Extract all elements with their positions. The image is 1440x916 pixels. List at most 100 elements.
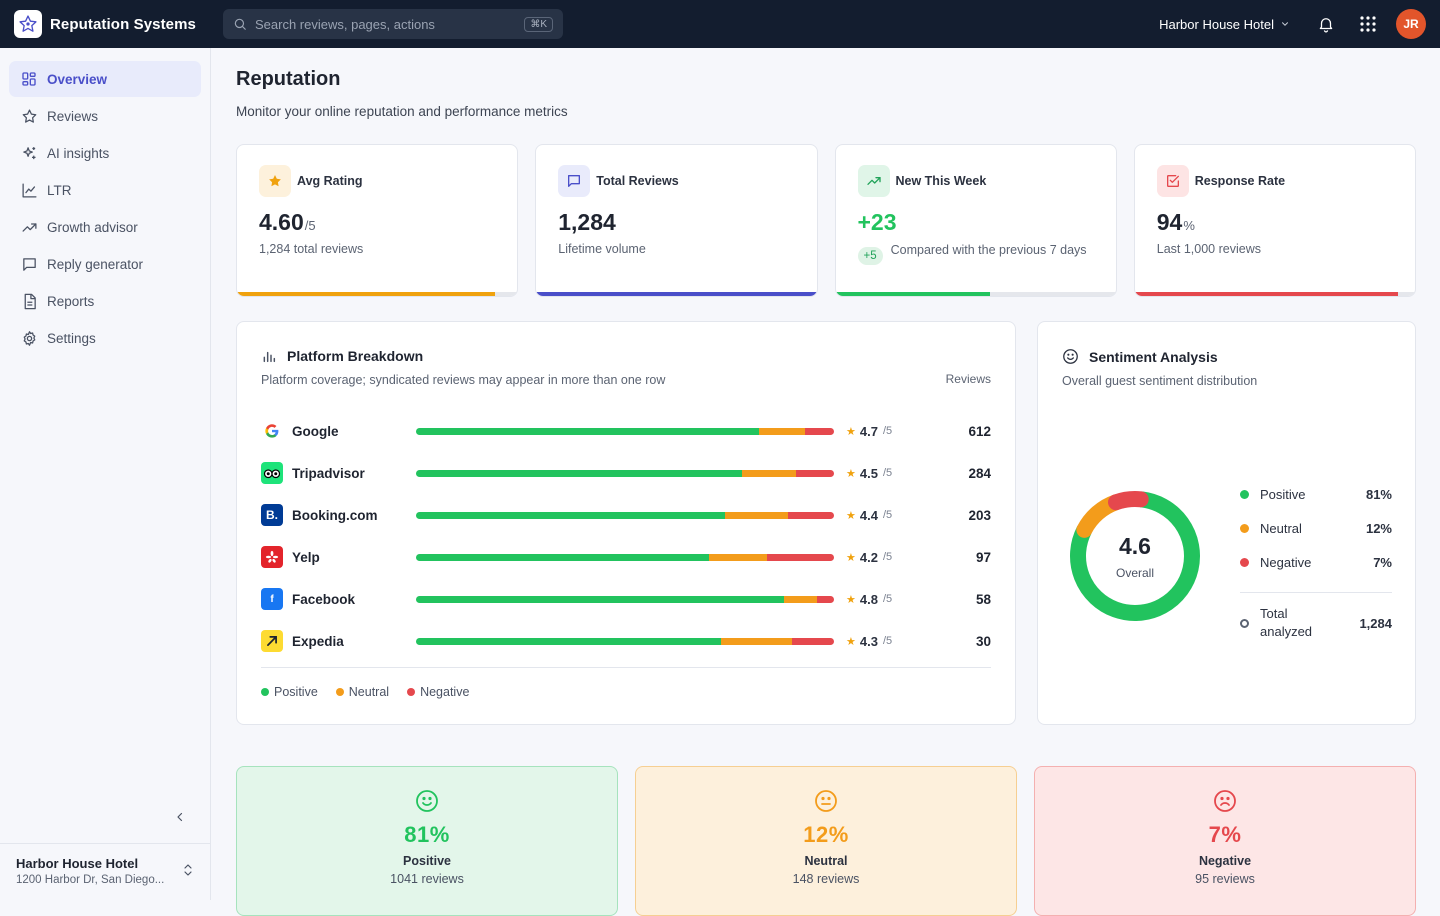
summary-count: 95 reviews [1195, 872, 1255, 886]
platform-breakdown-card: Platform Breakdown Platform coverage; sy… [236, 321, 1016, 725]
app-logo-icon [14, 10, 42, 38]
platform-row-booking[interactable]: B. Booking.com ★ 4.4/5 203 [261, 494, 991, 536]
legend-negative: Negative [407, 685, 469, 699]
platform-review-count: 97 [975, 549, 991, 565]
kpi-label: New This Week [895, 174, 987, 188]
kpi-row: Avg Rating 4.60/5 1,284 total reviews To… [236, 144, 1416, 297]
kpi-value: 1,284 [558, 209, 616, 235]
kpi-progress-bar [835, 292, 1116, 296]
summary-percent: 81% [404, 822, 450, 847]
platform-name: Booking.com [292, 507, 378, 523]
search-bar[interactable]: Search reviews, pages, actions ⌘K [223, 9, 563, 39]
donut-segment-positive [1070, 491, 1200, 621]
sidebar-item-label: LTR [47, 182, 72, 198]
sidebar-item-ltr[interactable]: LTR [9, 172, 201, 208]
brand[interactable]: Reputation Systems [0, 10, 223, 38]
kpi-subtext: Lifetime volume [558, 242, 646, 256]
sentiment-bar [416, 637, 834, 645]
summary-percent: 12% [803, 822, 849, 847]
sentiment-bar-neutral [758, 427, 805, 435]
card-description: Platform coverage; syndicated reviews ma… [261, 373, 666, 387]
summary-card-negative[interactable]: 7% Negative 95 reviews [1034, 766, 1416, 916]
kpi-subtext: Last 1,000 reviews [1156, 242, 1261, 256]
sentiment-bar-positive [416, 637, 722, 645]
apps-grid-icon[interactable] [1354, 10, 1382, 38]
delta-badge: +5 [857, 247, 883, 265]
search-shortcut: ⌘K [524, 16, 553, 32]
property-name: Harbor House Hotel [16, 856, 139, 871]
kpi-label: Avg Rating [297, 174, 363, 188]
kpi-total-reviews: Total Reviews 1,284 Lifetime volume [535, 144, 818, 297]
hotel-switcher[interactable]: Harbor House Hotel [1159, 17, 1290, 32]
sidebar-item-overview[interactable]: Overview [9, 61, 201, 97]
bar-chart-icon [261, 348, 277, 364]
sidebar-item-growth-advisor[interactable]: Growth advisor [9, 209, 201, 245]
platform-name: Expedia [292, 633, 344, 649]
sentiment-bar [416, 469, 834, 477]
sentiment-bar-positive [416, 469, 743, 477]
kpi-value: +23 [857, 209, 897, 235]
sentiment-bar-neutral [721, 637, 793, 645]
platform-row-facebook[interactable]: f Facebook ★ 4.8/5 58 [261, 578, 991, 620]
sentiment-bar-positive [416, 427, 759, 435]
notifications-bell-icon[interactable] [1312, 10, 1340, 38]
star-icon: ★ [846, 509, 856, 522]
sentiment-row-positive: Positive 81% [1240, 477, 1392, 511]
breakdown-row: Platform Breakdown Platform coverage; sy… [236, 321, 1416, 725]
sidebar-item-label: Settings [47, 330, 96, 346]
sidebar-item-reviews[interactable]: Reviews [9, 98, 201, 134]
user-avatar[interactable]: JR [1396, 9, 1426, 39]
sidebar-item-settings[interactable]: Settings [9, 320, 201, 356]
collapse-sidebar-button[interactable] [171, 808, 189, 826]
platform-row-tripadvisor[interactable]: Tripadvisor ★ 4.5/5 284 [261, 452, 991, 494]
tripadvisor-logo-icon [261, 462, 283, 484]
expedia-logo-icon [261, 630, 283, 652]
summary-count: 1041 reviews [390, 872, 464, 886]
platform-rating: ★ 4.2/5 [846, 549, 893, 565]
sidebar-item-reply-generator[interactable]: Reply generator [9, 246, 201, 282]
kpi-label: Response Rate [1194, 174, 1286, 188]
sentiment-analysis-card: Sentiment Analysis Overall guest sentime… [1037, 321, 1416, 725]
platform-row-google[interactable]: Google ★ 4.7/5 612 [261, 410, 991, 452]
sentiment-bar-neutral [725, 511, 788, 519]
summary-label: Neutral [804, 854, 848, 868]
column-header-reviews: Reviews [945, 372, 991, 386]
divider [1240, 592, 1392, 593]
property-switcher[interactable]: Harbor House Hotel 1200 Harbor Dr, San D… [0, 843, 210, 898]
card-title: Sentiment Analysis [1062, 348, 1391, 365]
platform-name: Tripadvisor [292, 465, 365, 481]
sentiment-bar-neutral [708, 553, 768, 561]
summary-card-neutral[interactable]: 12% Neutral 148 reviews [635, 766, 1017, 916]
platform-row-yelp[interactable]: Yelp ★ 4.2/5 97 [261, 536, 991, 578]
sentiment-bar [416, 427, 834, 435]
sentiment-bar-neutral [783, 595, 818, 603]
sidebar-item-ai-insights[interactable]: AI insights [9, 135, 201, 171]
sidebar-nav: Overview Reviews AI insights LTR Growth … [0, 48, 210, 370]
sparkle-icon [20, 144, 38, 162]
sentiment-bar [416, 595, 834, 603]
facebook-logo-icon: f [261, 588, 283, 610]
trend-icon [20, 218, 38, 236]
yelp-logo-icon [261, 546, 283, 568]
star-icon: ★ [846, 425, 856, 438]
platform-list: Google ★ 4.7/5 612 Tripadvisor ★ 4.5/5 284… [261, 410, 991, 662]
star-icon: ★ [846, 635, 856, 648]
donut-segment-negative [1108, 491, 1149, 511]
platform-review-count: 203 [968, 507, 991, 523]
neutral-face-icon [814, 789, 838, 816]
property-address: 1200 Harbor Dr, San Diego... [16, 874, 165, 886]
page-subtitle: Monitor your online reputation and perfo… [236, 104, 568, 119]
sidebar: Overview Reviews AI insights LTR Growth … [0, 48, 211, 900]
platform-rating: ★ 4.5/5 [846, 465, 893, 481]
platform-row-expedia[interactable]: Expedia ★ 4.3/5 30 [261, 620, 991, 662]
platform-review-count: 58 [975, 591, 991, 607]
legend-positive: Positive [261, 685, 318, 699]
search-input[interactable]: Search reviews, pages, actions [255, 16, 435, 32]
summary-card-positive[interactable]: 81% Positive 1041 reviews [236, 766, 618, 916]
sidebar-item-reports[interactable]: Reports [9, 283, 201, 319]
star-icon: ★ [846, 551, 856, 564]
smile-icon [1062, 348, 1079, 365]
top-bar: Reputation Systems Search reviews, pages… [0, 0, 1440, 48]
platform-rating: ★ 4.3/5 [846, 633, 893, 649]
booking-logo-icon: B. [261, 504, 283, 526]
